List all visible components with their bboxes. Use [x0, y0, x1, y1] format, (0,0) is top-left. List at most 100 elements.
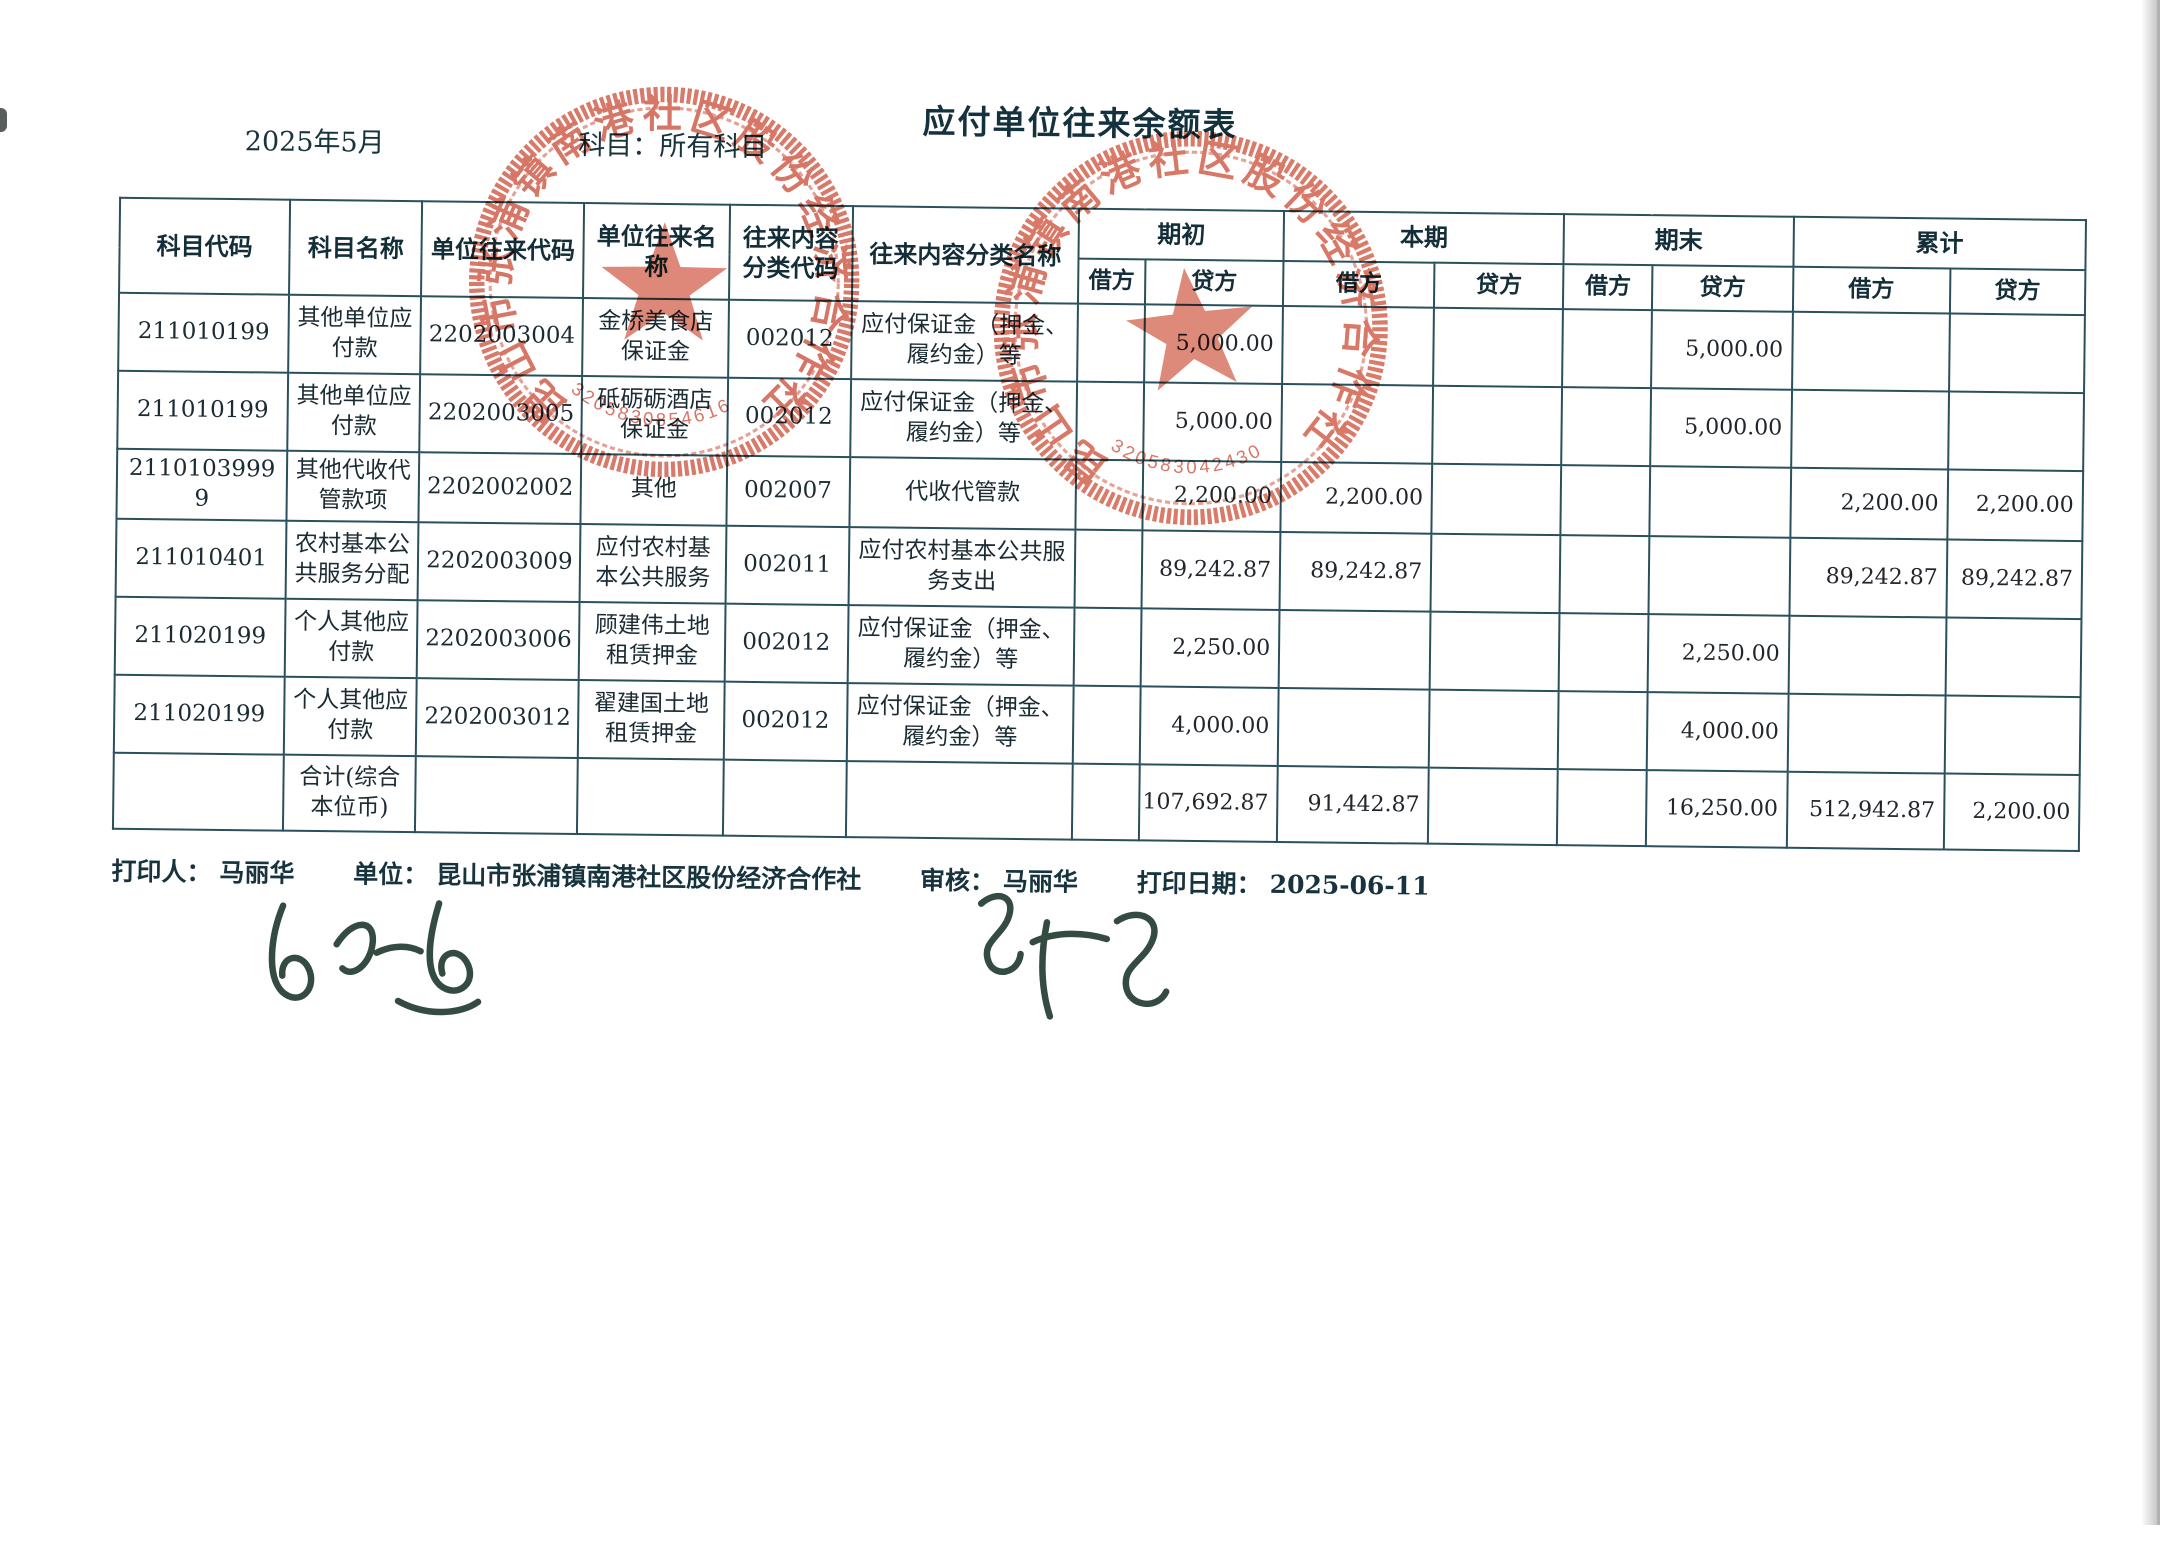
seal-serial: 3205830854616 [567, 378, 735, 431]
current-credit [1430, 533, 1561, 614]
group-header-cumulative: 累计 [1793, 216, 2086, 271]
opening-credit: 107,692.87 [1138, 764, 1278, 842]
content-class-code: 002012 [723, 681, 848, 762]
content-class-code [722, 759, 847, 838]
sub-header-ending-credit: 贷方 [1652, 265, 1794, 312]
report-period: 2025年5月 [244, 126, 385, 159]
sub-header-cumulative-debit: 借方 [1792, 266, 1951, 314]
ending-credit: 16,250.00 [1646, 770, 1788, 848]
ending-debit [1561, 387, 1652, 467]
opening-debit [1071, 763, 1140, 841]
group-header-ending: 期末 [1563, 214, 1794, 267]
ending-debit [1558, 691, 1649, 771]
current-debit: 91,442.87 [1277, 765, 1430, 844]
unit-relation-name: 顾建伟土地租赁押金 [579, 602, 726, 682]
sub-header-ending-debit: 借方 [1563, 264, 1653, 311]
content-class-name: 应付保证金（押金、履约金）等 [846, 683, 1074, 764]
subject-code: 211010401 [115, 518, 287, 599]
current-credit [1433, 307, 1564, 388]
ending-debit [1560, 465, 1651, 537]
subject-code: 211010199 [118, 292, 290, 373]
svg-text:3205830854616: 3205830854616 [567, 378, 735, 431]
cumulative-debit [1788, 615, 1947, 696]
subject-name: 其他单位应付款 [288, 294, 422, 375]
cumulative-debit: 89,242.87 [1789, 537, 1948, 618]
current-debit: 89,242.87 [1279, 531, 1432, 612]
ending-credit [1649, 466, 1791, 538]
subject-code [112, 752, 284, 831]
cumulative-debit [1791, 311, 1950, 392]
cumulative-credit [1944, 695, 2081, 776]
unit-relation-name [577, 758, 724, 836]
current-credit [1429, 611, 1560, 692]
cumulative-credit: 89,242.87 [1946, 539, 2083, 620]
content-class-code: 002011 [725, 525, 850, 606]
unit-relation-code: 2202003006 [416, 600, 581, 681]
unit-relation-name: 应付农村基本公共服务 [580, 524, 727, 604]
current-credit [1429, 689, 1560, 770]
cumulative-credit [1948, 313, 2085, 394]
seal-ring [469, 86, 860, 478]
unit-relation-code: 2202003009 [417, 522, 581, 603]
subject-name: 个人其他应付款 [284, 598, 418, 679]
cumulative-debit [1790, 389, 1949, 470]
cumulative-credit [1947, 391, 2085, 472]
scan-edge-shadow [2141, 0, 2160, 1525]
current-debit [1278, 609, 1431, 690]
handwritten-signature-left [268, 900, 482, 1016]
cumulative-debit: 2,200.00 [1789, 467, 1948, 540]
seal-serial: 320583042430 [1106, 418, 1268, 487]
ending-debit [1559, 613, 1649, 693]
seal-star [1126, 267, 1253, 391]
content-class-name: 应付保证金（押金、履约金）等 [847, 605, 1075, 686]
ending-credit: 5,000.00 [1651, 310, 1793, 390]
cumulative-credit: 2,200.00 [1947, 469, 2084, 542]
seal-star [601, 222, 728, 341]
ending-debit [1559, 535, 1650, 615]
ending-credit: 2,250.00 [1648, 614, 1790, 694]
unit-relation-code [415, 756, 579, 835]
sub-header-current-credit: 贷方 [1434, 262, 1564, 310]
opening-credit: 4,000.00 [1139, 686, 1279, 766]
cumulative-credit [1945, 617, 2082, 698]
opening-debit [1073, 607, 1142, 687]
unit-relation-name: 翟建国土地租赁押金 [578, 680, 725, 760]
subject-code: 211020199 [114, 596, 286, 677]
print-date: 2025-06-11 [1269, 869, 1430, 901]
current-credit [1432, 385, 1563, 466]
ending-credit: 5,000.00 [1650, 388, 1792, 468]
ending-debit [1557, 769, 1648, 847]
subject-name: 个人其他应付款 [283, 676, 417, 757]
subject-name: 合计(综合本位币) [283, 754, 417, 833]
scan-blemish [0, 108, 7, 132]
unit-name: 昆山市张浦镇南港社区股份经济合作社 [436, 860, 862, 895]
svg-text:320583042430: 320583042430 [1106, 418, 1268, 487]
cumulative-debit [1787, 693, 1946, 774]
sub-header-cumulative-credit: 贷方 [1949, 268, 2086, 316]
ending-debit [1562, 309, 1653, 389]
cumulative-credit: 2,200.00 [1943, 773, 2080, 852]
col-header-subject-name: 科目名称 [289, 199, 423, 297]
content-class-name [845, 761, 1073, 840]
cumulative-debit: 512,942.87 [1786, 771, 1945, 850]
current-debit [1277, 687, 1430, 768]
unit-relation-code: 2202003012 [416, 678, 580, 759]
subject-code: 21101039999 [116, 448, 288, 521]
official-seal-1: 昆山市张浦镇南港社区股份经济合作社 3205830854616 [469, 86, 860, 478]
handwritten-signature-right [977, 892, 1170, 1020]
subject-code: 211010199 [117, 370, 289, 451]
subject-name: 农村基本公共服务分配 [285, 520, 419, 601]
opening-credit: 2,250.00 [1140, 608, 1280, 688]
ending-credit [1648, 536, 1790, 616]
col-header-subject-code: 科目代码 [119, 197, 291, 295]
subject-name: 其他代收代管款项 [286, 450, 420, 523]
content-class-code: 002012 [724, 603, 849, 684]
official-seal-2: 昆山市张浦镇南港社区股份经济合作社 320583042430 [978, 117, 1399, 526]
opening-debit [1072, 685, 1141, 765]
current-credit [1431, 463, 1562, 536]
printer-label: 打印人： [111, 856, 212, 887]
subject-name: 其他单位应付款 [287, 372, 421, 453]
subject-code: 211020199 [113, 674, 285, 755]
current-credit [1428, 767, 1559, 846]
